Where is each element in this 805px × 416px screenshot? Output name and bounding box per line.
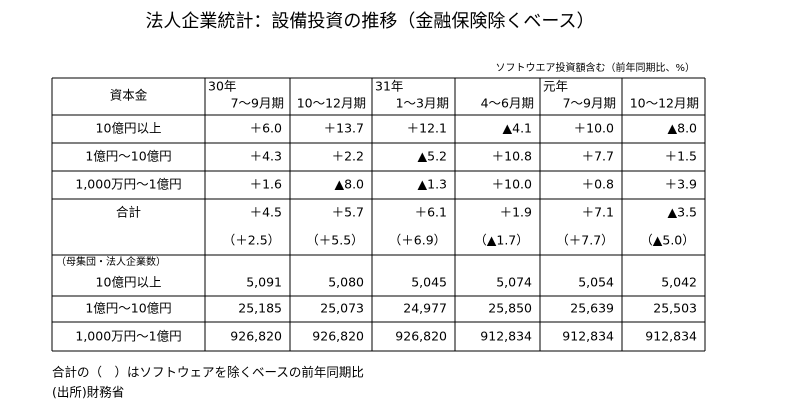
cell: 926,820 — [395, 329, 447, 344]
header-year: 30年 — [208, 79, 236, 94]
cell-sub: （▲5.0） — [640, 233, 695, 248]
cell: 926,820 — [230, 329, 282, 344]
cell-sub: （＋7.7） — [556, 233, 613, 248]
cell: ＋13.7 — [324, 121, 364, 136]
cell: 5,045 — [411, 275, 447, 290]
cell: ＋0.8 — [582, 177, 614, 192]
cell: ＋10.0 — [492, 177, 532, 192]
row-label: 1,000万円～1億円 — [75, 177, 181, 192]
cell: 912,834 — [480, 329, 532, 344]
section-label: （母集団・法人企業数） — [56, 255, 166, 268]
cell: 5,091 — [246, 275, 282, 290]
cell: 25,185 — [238, 301, 282, 316]
header-period: 4～6月期 — [481, 96, 534, 111]
row-label: 合計 — [116, 205, 141, 220]
header-period: 7～9月期 — [231, 96, 284, 111]
cell: 926,820 — [312, 329, 364, 344]
cell-sub: （＋5.5） — [306, 233, 363, 248]
cell-sub: （▲1.7） — [474, 233, 529, 248]
row-label: 1億円～10億円 — [85, 149, 171, 164]
header-period: 7～9月期 — [563, 96, 616, 111]
cell: ＋4.5 — [250, 205, 282, 220]
cell: ▲1.3 — [418, 177, 448, 192]
cell: ＋3.9 — [665, 177, 697, 192]
cell: 5,042 — [661, 275, 697, 290]
cell: 5,054 — [578, 275, 614, 290]
cell: 5,080 — [328, 275, 364, 290]
header-period: 10～12月期 — [630, 96, 699, 111]
cell: ＋6.1 — [415, 205, 447, 220]
cell: ＋2.2 — [332, 149, 364, 164]
cell: ＋1.9 — [500, 205, 532, 220]
cell: 5,074 — [496, 275, 532, 290]
cell: ＋6.0 — [250, 121, 282, 136]
cell: ＋7.1 — [582, 205, 614, 220]
row-label: 10億円以上 — [96, 121, 162, 136]
cell: 25,639 — [570, 301, 614, 316]
cell: 25,073 — [320, 301, 364, 316]
header-year: 元年 — [543, 79, 568, 94]
row-label: 1億円～10億円 — [85, 301, 171, 316]
cell: ▲5.2 — [418, 149, 448, 164]
header-year: 31年 — [375, 79, 403, 94]
cell: ＋1.5 — [665, 149, 697, 164]
cell: 912,834 — [645, 329, 697, 344]
cell: ▲8.0 — [668, 121, 698, 136]
footnote: (出所)財務省 — [52, 385, 124, 400]
cell: ＋4.3 — [250, 149, 282, 164]
cell-sub: （＋2.5） — [223, 233, 280, 248]
header-period: 1～3月期 — [396, 96, 449, 111]
header-period: 10～12月期 — [297, 96, 366, 111]
cell: ＋10.8 — [492, 149, 532, 164]
cell: 912,834 — [562, 329, 614, 344]
cell: 25,850 — [488, 301, 532, 316]
row-label: 10億円以上 — [96, 275, 162, 290]
cell: ＋7.7 — [582, 149, 614, 164]
cell: 25,503 — [653, 301, 697, 316]
cell: 24,977 — [403, 301, 447, 316]
cell: ▲3.5 — [668, 205, 698, 220]
cell: ＋5.7 — [332, 205, 364, 220]
footnote: 合計の（ ）はソフトウェアを除くベースの前年同期比 — [52, 365, 364, 380]
unit-note: ソフトウエア投資額含む（前年同期比、%） — [495, 61, 695, 74]
cell-sub: （＋6.9） — [389, 233, 446, 248]
cell: ＋12.1 — [407, 121, 447, 136]
cell: ▲8.0 — [335, 177, 365, 192]
cell: ＋10.0 — [574, 121, 614, 136]
cell: ＋1.6 — [250, 177, 282, 192]
header-label: 資本金 — [110, 88, 148, 103]
cell: ▲4.1 — [503, 121, 533, 136]
row-label: 1,000万円～1億円 — [75, 329, 181, 344]
title: 法人企業統計：設備投資の推移（金融保険除くベース） — [145, 11, 594, 32]
